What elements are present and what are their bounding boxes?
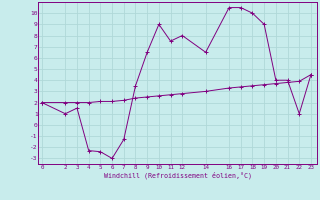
X-axis label: Windchill (Refroidissement éolien,°C): Windchill (Refroidissement éolien,°C) bbox=[104, 171, 252, 179]
